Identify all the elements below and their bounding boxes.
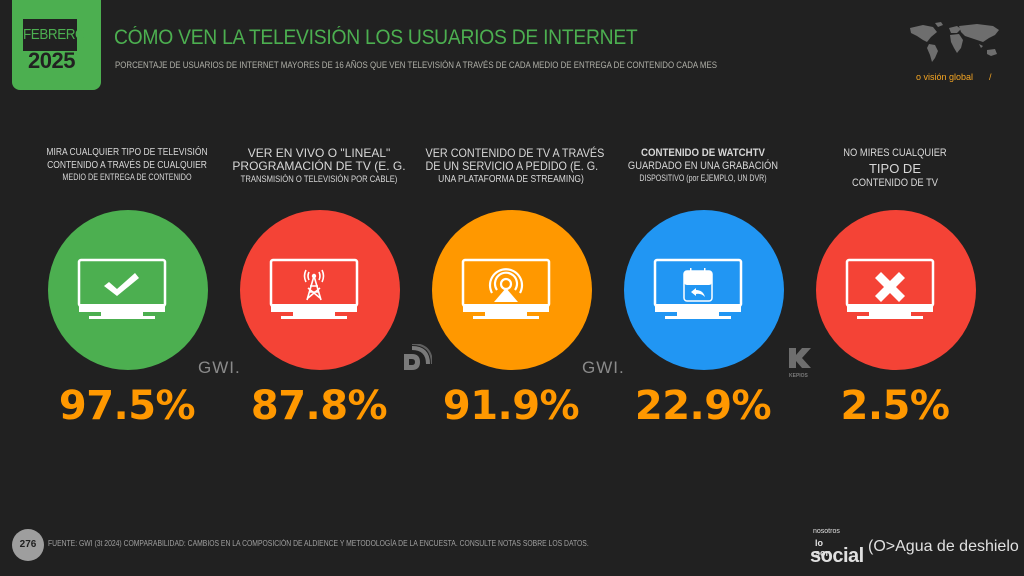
page-number: 276 bbox=[12, 529, 44, 561]
metric-circle bbox=[816, 210, 976, 370]
metric-circle bbox=[432, 210, 592, 370]
metric-value: 87.8% bbox=[250, 383, 388, 429]
world-map-icon bbox=[910, 22, 999, 62]
metric-circle bbox=[624, 210, 784, 370]
metric-label: MIRA CUALQUIER TIPO DE TELEVISIÓN CONTEN… bbox=[46, 147, 208, 182]
gwi-logo: GWI. bbox=[582, 358, 625, 377]
data-reportal-logo-icon bbox=[404, 344, 432, 370]
metric-value: 97.5% bbox=[58, 383, 196, 429]
metric-value: 22.9% bbox=[634, 383, 772, 429]
tv-calendar-replay-icon bbox=[653, 258, 743, 319]
page-subtitle: PORCENTAJE DE USUARIOS DE INTERNET MAYOR… bbox=[115, 60, 718, 71]
tv-checkmark-icon bbox=[77, 258, 167, 319]
date-month: FEBRERO bbox=[23, 19, 86, 51]
kepios-logo: KEPIOS bbox=[789, 348, 811, 379]
metric-label: CONTENIDO DE WATCHTV GUARDADO EN UNA GRA… bbox=[627, 147, 779, 184]
metric-circle bbox=[48, 210, 208, 370]
date-year: 2025 bbox=[28, 48, 75, 73]
page-title: CÓMO VEN LA TELEVISIÓN LOS USUARIOS DE I… bbox=[114, 26, 638, 49]
vision-global-slash: / bbox=[989, 72, 992, 82]
tv-broadcast-tower-icon bbox=[269, 258, 359, 319]
metric-value: 2.5% bbox=[840, 383, 950, 429]
vision-global-label: o visión global bbox=[916, 72, 974, 82]
metric-circle bbox=[240, 210, 400, 370]
metric-label: VER EN VIVO O "LINEAL" PROGRAMACIÓN DE T… bbox=[232, 146, 406, 184]
source-note: FUENTE: GWI (3t 2024) COMPARABILIDAD: CA… bbox=[48, 539, 589, 548]
kepios-logo-icon bbox=[789, 348, 811, 368]
metric-value: 91.9% bbox=[442, 383, 580, 429]
metric-label: VER CONTENIDO DE TV A TRAVÉS DE UN SERVI… bbox=[425, 146, 605, 185]
tv-streaming-icon bbox=[461, 258, 551, 319]
metric-label: NO MIRES CUALQUIER TIPO DE CONTENIDO DE … bbox=[843, 147, 947, 189]
tv-cross-icon bbox=[845, 258, 935, 319]
gwi-logo: GWI. bbox=[198, 358, 241, 377]
